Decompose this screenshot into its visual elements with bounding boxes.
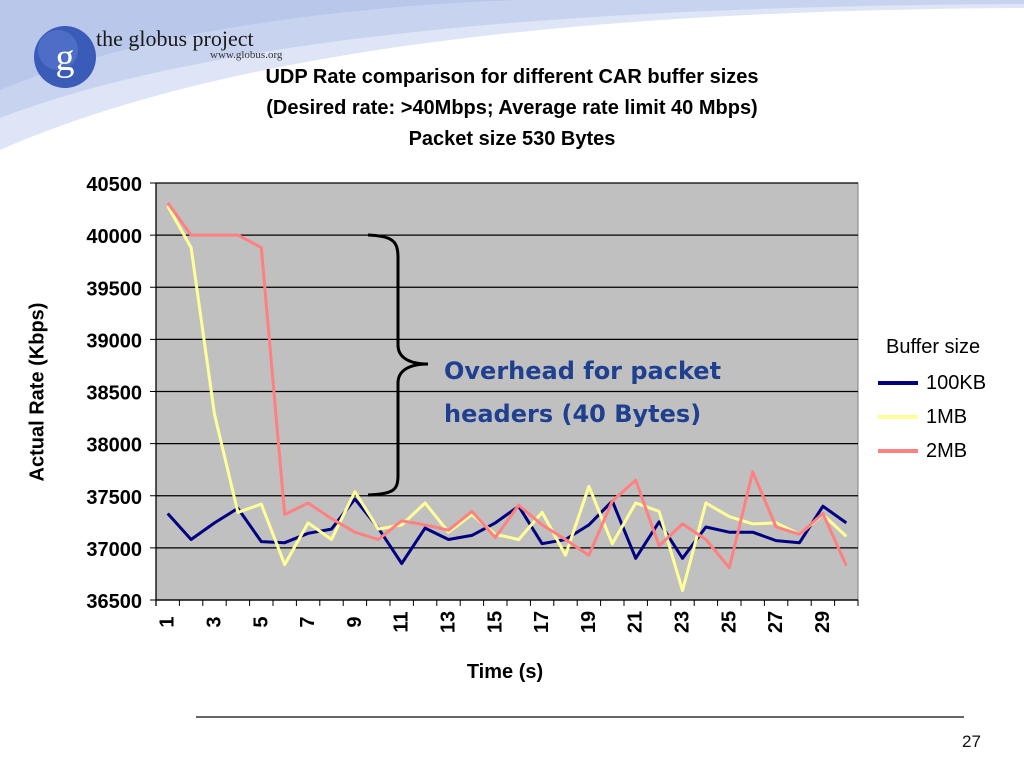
legend-label-2mb: 2MB (926, 440, 968, 462)
chart-title-line-2: (Desired rate: >40Mbps; Average rate lim… (266, 97, 758, 119)
annotation-line-1: Overhead for packet (444, 357, 722, 385)
x-tick-label: 17 (531, 611, 553, 633)
x-tick-label: 9 (344, 616, 366, 627)
globus-logo-letter: g (56, 37, 75, 79)
x-tick-label: 13 (438, 611, 460, 633)
y-tick-label: 37500 (86, 487, 142, 509)
footer-divider (196, 716, 964, 718)
header-swoosh-graphic: g (0, 0, 1024, 150)
x-tick-label: 3 (204, 616, 226, 627)
y-tick-label: 39000 (86, 330, 142, 352)
y-tick-label: 36500 (86, 591, 142, 613)
y-tick-label: 37000 (86, 539, 142, 561)
x-tick-label: 7 (297, 616, 319, 627)
annotation-line-2: headers (40 Bytes) (444, 400, 702, 428)
x-tick-label: 1 (157, 616, 179, 627)
x-axis-label: Time (s) (466, 661, 544, 683)
x-tick-label: 5 (250, 616, 272, 627)
brand-url: www.globus.org (210, 49, 283, 61)
series-line-100kb (166, 497, 848, 565)
y-tick-label: 38000 (86, 435, 142, 457)
series-line-2mb (166, 201, 848, 570)
y-tick-label: 38500 (86, 383, 142, 405)
x-tick-label: 25 (718, 611, 740, 633)
x-tick-label: 11 (391, 611, 413, 632)
legend-label-100kb: 100KB (926, 372, 987, 394)
y-tick-label: 39500 (86, 278, 142, 300)
legend-label-1mb: 1MB (926, 406, 968, 428)
legend-title: Buffer size (886, 336, 981, 358)
x-tick-label: 19 (578, 611, 600, 633)
chart-title-line-1: UDP Rate comparison for different CAR bu… (265, 66, 759, 88)
chart-title-line-3: Packet size 530 Bytes (408, 128, 616, 150)
curly-brace (367, 233, 429, 497)
page-number: 27 (962, 732, 981, 751)
x-tick-label: 21 (625, 611, 647, 633)
brand-name: the globus project (96, 26, 254, 51)
y-tick-label: 40000 (86, 226, 142, 248)
x-tick-label: 23 (672, 611, 694, 633)
overhead-annotation: Overhead for packet headers (40 Bytes) (444, 350, 784, 436)
x-tick-label: 15 (484, 611, 506, 633)
x-tick-label: 29 (812, 611, 834, 633)
y-axis-label: Actual Rate (Kbps) (26, 302, 49, 482)
x-tick-label: 27 (765, 611, 787, 633)
y-tick-label: 40500 (86, 174, 142, 196)
series-line-1mb (166, 205, 848, 593)
